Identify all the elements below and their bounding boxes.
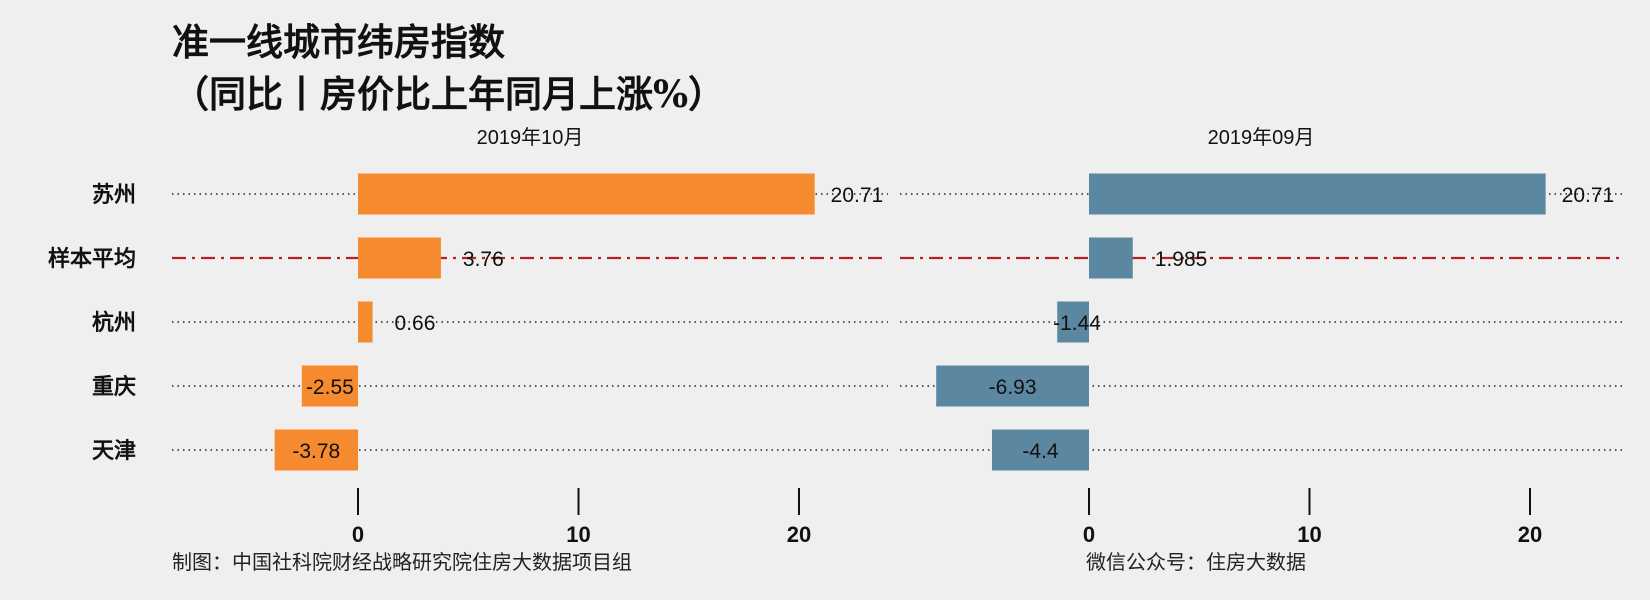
chart-credit: 制图：中国社科院财经战略研究院住房大数据项目组: [172, 550, 632, 574]
chart-title-line-2: （同比丨房价比上年同月上涨%）: [172, 72, 726, 116]
bar: [358, 301, 373, 343]
data-label: -1.44: [1053, 312, 1101, 335]
x-tick-label: 20: [787, 522, 811, 547]
category-label: 样本平均: [48, 246, 136, 272]
data-label: -2.55: [306, 376, 354, 399]
x-tick-label: 10: [1297, 522, 1321, 547]
data-label: 3.76: [463, 248, 504, 271]
data-label: -4.4: [1022, 440, 1059, 463]
category-label: 重庆: [92, 374, 136, 400]
x-tick-label: 0: [1083, 522, 1095, 547]
chart-title: 准一线城市纬房指数 （同比丨房价比上年同月上涨%）: [172, 16, 725, 120]
x-tick-label: 10: [566, 522, 590, 547]
data-label: -6.93: [989, 376, 1037, 399]
wechat-account: 微信公众号：住房大数据: [1086, 550, 1306, 574]
data-label: 0.66: [395, 312, 436, 335]
bar: [1089, 237, 1133, 279]
panel-title: 2019年09月: [1208, 126, 1315, 149]
panel-title: 2019年10月: [477, 126, 584, 149]
bar: [358, 237, 441, 279]
category-label: 杭州: [92, 310, 136, 336]
data-label: 1.985: [1155, 248, 1208, 271]
x-tick-label: 0: [352, 522, 364, 547]
chart-title-line-1: 准一线城市纬房指数: [172, 20, 505, 64]
bar: [1057, 301, 1089, 343]
bar: [936, 365, 1089, 407]
data-label: 20.71: [1562, 184, 1615, 207]
x-tick-label: 20: [1518, 522, 1542, 547]
bar: [274, 429, 358, 471]
bar: [991, 429, 1089, 471]
data-label: -3.78: [292, 440, 340, 463]
bar: [358, 173, 815, 215]
bar: [301, 365, 358, 407]
data-label: 20.71: [831, 184, 884, 207]
category-label: 苏州: [92, 182, 136, 208]
category-label: 天津: [92, 438, 136, 464]
bar: [1089, 173, 1546, 215]
